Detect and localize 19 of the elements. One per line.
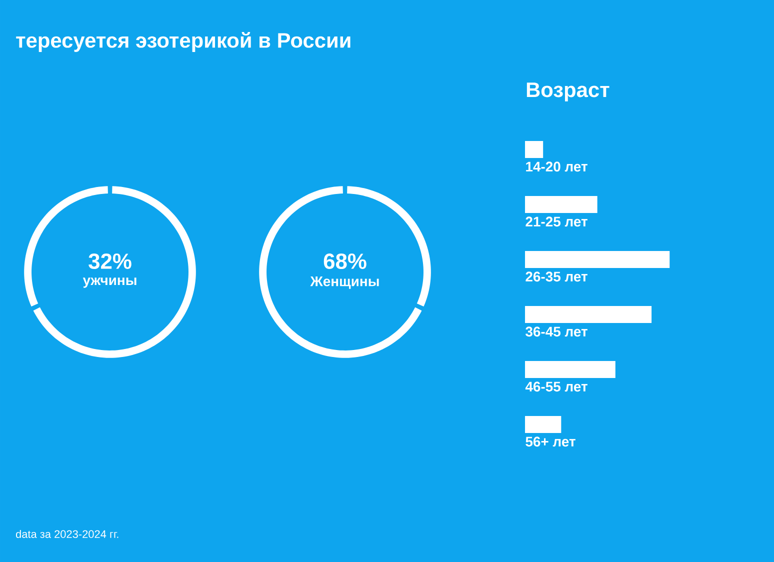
text: data за 2023-2024 гг. xyxy=(16,530,118,538)
y-tick-label: 26-35 лет xyxy=(526,272,588,282)
chart-title: Возраст xyxy=(526,82,610,102)
chart-title: тересуется эзотерикой в России xyxy=(16,32,350,52)
slice-label: Женщины xyxy=(310,276,379,289)
bar xyxy=(525,196,598,213)
y-tick-label: 14-20 лет xyxy=(526,162,588,172)
y-tick-label: 46-55 лет xyxy=(525,382,588,392)
data-label: 68% xyxy=(324,253,366,270)
bar xyxy=(525,306,652,323)
y-tick-label: 21-25 лет xyxy=(526,216,588,227)
bar xyxy=(525,416,562,433)
data-label: 32% xyxy=(88,253,132,270)
y-tick-label: 36-45 лет xyxy=(526,326,588,337)
y-tick-label: 56+ лет xyxy=(526,436,576,447)
bar xyxy=(525,360,616,378)
bar xyxy=(525,250,670,268)
slice-label: ужчины xyxy=(82,278,136,288)
bar xyxy=(525,140,544,158)
